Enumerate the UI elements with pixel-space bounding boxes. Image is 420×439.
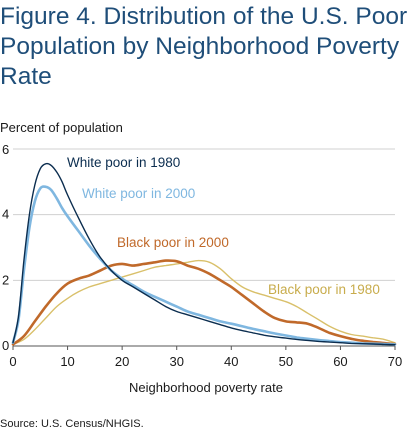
chart-title: Figure 4. Distribution of the U.S. Poor …: [0, 3, 408, 90]
y-tick-label: 4: [2, 207, 9, 222]
source-note: Source: U.S. Census/NHGIS.: [0, 418, 144, 430]
series-label-white-poor-in-2000: White poor in 2000: [82, 186, 195, 201]
x-tick-label: 70: [388, 354, 402, 369]
series-label-white-poor-in-1980: White poor in 1980: [67, 155, 180, 170]
series-labels: White poor in 1980 White poor in 2000 Blac…: [67, 155, 380, 297]
y-tick-label: 0: [2, 338, 9, 353]
x-tick-label: 50: [279, 354, 293, 369]
y-tick-label: 6: [2, 142, 9, 157]
series-label-black-poor-in-2000: Black poor in 2000: [117, 235, 229, 250]
y-axis-ticks: 0 2 4 6: [2, 142, 9, 353]
x-axis-label: Neighborhood poverty rate: [129, 380, 283, 395]
series-lines: [11, 162, 397, 346]
x-tick-label: 20: [115, 354, 129, 369]
x-axis-ticks: 0 10 20 30 40 50 60 70: [9, 346, 402, 369]
series-label-black-poor-in-1980: Black poor in 1980: [268, 282, 380, 297]
series-line-white-poor-in-2000: [11, 185, 397, 346]
y-axis-label: Percent of population: [0, 120, 123, 135]
series-line-white-poor-in-1980: [12, 162, 396, 346]
x-tick-label: 30: [169, 354, 183, 369]
x-tick-label: 60: [333, 354, 347, 369]
x-tick-label: 0: [9, 354, 16, 369]
x-tick-label: 40: [224, 354, 238, 369]
x-tick-label: 10: [60, 354, 74, 369]
y-tick-label: 2: [2, 272, 9, 287]
series-line-black-poor-in-2000: [11, 259, 397, 346]
series-line-black-poor-in-1980: [12, 259, 396, 346]
